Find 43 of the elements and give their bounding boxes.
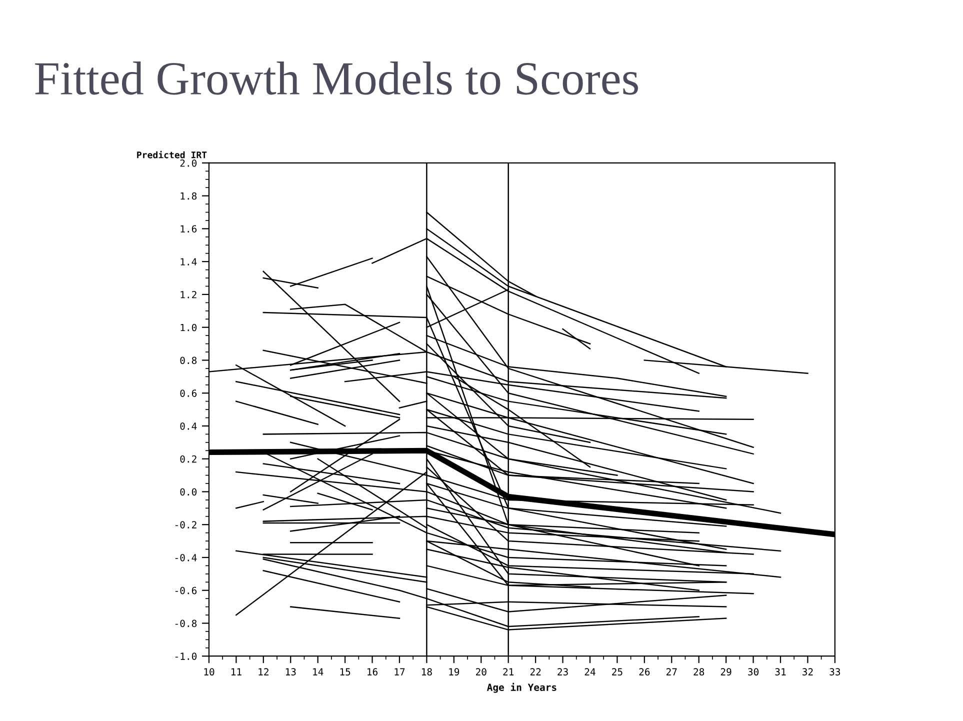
x-tick-label: 28 xyxy=(694,668,704,676)
y-tick-label: 0.2 xyxy=(180,455,196,463)
y-tick-label: 0.8 xyxy=(180,356,197,364)
x-tick-label: 27 xyxy=(666,668,677,676)
y-tick-label: 1.2 xyxy=(180,290,196,298)
y-tick-label: 0.0 xyxy=(180,488,197,496)
x-tick-label: 14 xyxy=(313,668,324,676)
y-tick-label: 0.4 xyxy=(180,422,197,430)
x-tick-label: 20 xyxy=(476,668,486,676)
x-tick-label: 24 xyxy=(584,668,596,676)
y-tick-label: 1.8 xyxy=(180,192,197,200)
x-tick-label: 30 xyxy=(748,668,758,676)
x-tick-label: 26 xyxy=(639,668,650,676)
x-tick-label: 33 xyxy=(830,668,840,676)
x-tick-label: 19 xyxy=(449,668,460,676)
y-tick-label: -1.0 xyxy=(175,652,197,660)
x-tick-label: 25 xyxy=(612,668,622,676)
x-tick-label: 18 xyxy=(422,668,432,676)
x-tick-label: 22 xyxy=(530,668,541,676)
x-tick-label: 29 xyxy=(720,668,732,676)
y-tick-label: 1.6 xyxy=(180,225,197,233)
y-axis-title: Predicted IRT xyxy=(137,150,207,158)
x-tick-label: 31 xyxy=(775,668,786,676)
x-tick-label: 15 xyxy=(340,668,350,676)
x-tick-label: 32 xyxy=(802,668,813,676)
chart-title: Fitted Growth Models to Scores xyxy=(35,62,638,95)
y-tick-label: -0.4 xyxy=(175,554,197,562)
x-tick-label: 13 xyxy=(286,668,296,676)
x-tick-label: 23 xyxy=(558,668,568,676)
x-tick-label: 16 xyxy=(368,668,378,676)
y-tick-label: 1.0 xyxy=(180,324,197,332)
y-tick-label: -0.2 xyxy=(175,521,196,528)
x-tick-label: 12 xyxy=(258,668,268,676)
y-tick-label: -0.8 xyxy=(175,620,197,628)
y-tick-label: 1.4 xyxy=(180,258,197,266)
y-tick-label: -0.6 xyxy=(175,586,197,594)
x-tick-label: 17 xyxy=(394,668,405,676)
x-tick-label: 11 xyxy=(232,668,242,676)
x-axis-title: Age in Years xyxy=(486,682,556,693)
x-tick-label: 21 xyxy=(503,668,514,676)
y-tick-label: 0.6 xyxy=(180,390,197,397)
x-tick-label: 10 xyxy=(204,668,214,676)
y-tick-label: 2.0 xyxy=(180,159,197,167)
